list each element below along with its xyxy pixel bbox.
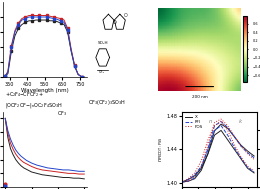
Text: O: O: [124, 13, 128, 18]
Text: $\mathdefault{+C_2F_4\!\!-\!\!CFCF_2+}$: $\mathdefault{+C_2F_4\!\!-\!\!CFCF_2+}$: [5, 90, 44, 99]
Line: X: X: [181, 124, 254, 182]
FOS: [246, 152, 249, 155]
FOS: [206, 144, 210, 146]
X: [193, 178, 196, 180]
X-axis label: Wavelength (nm): Wavelength (nm): [21, 88, 69, 93]
PFI: [226, 126, 229, 129]
Text: SO₃H: SO₃H: [98, 41, 108, 45]
FOS: [200, 165, 203, 167]
FOS: [233, 135, 236, 137]
Line: PFI: PFI: [181, 122, 254, 182]
PFI: [252, 156, 256, 159]
X: [213, 130, 216, 132]
Legend: X, PFI, FOS: X, PFI, FOS: [184, 114, 205, 131]
Text: $\mathdefault{|OCF_2CF\!-\!|_n OC_2F_4SO_3H}$: $\mathdefault{|OCF_2CF\!-\!|_n OC_2F_4SO…: [5, 101, 63, 110]
X: [226, 127, 229, 129]
FOS: [186, 180, 190, 182]
FOS: [180, 181, 183, 183]
X: [246, 150, 249, 152]
PFI: [180, 181, 183, 183]
PFI: [200, 167, 203, 169]
Text: CF₃: CF₃: [99, 70, 105, 74]
PFI: [219, 120, 223, 123]
PFI: [186, 180, 190, 182]
Y-axis label: $n_{\rm PEDOT:PSS}$: $n_{\rm PEDOT:PSS}$: [157, 137, 165, 162]
Text: 200 nm: 200 nm: [192, 95, 208, 99]
X: [233, 136, 236, 138]
Text: $\mathdefault{CF_3}$: $\mathdefault{CF_3}$: [57, 109, 67, 118]
Text: $n$: $n$: [208, 118, 213, 125]
FOS: [252, 158, 256, 160]
Text: O: O: [112, 20, 116, 25]
X: [206, 152, 210, 155]
PFI: [206, 148, 210, 150]
X: [200, 169, 203, 171]
X: [186, 180, 190, 182]
X: [219, 123, 223, 125]
PFI: [193, 177, 196, 179]
FOS: [193, 176, 196, 178]
X: [180, 181, 183, 183]
PFI: [239, 145, 243, 147]
Text: $\mathdefault{CF_3(CF_2)_3SO_3H}$: $\mathdefault{CF_3(CF_2)_3SO_3H}$: [88, 98, 126, 107]
FOS: [219, 118, 223, 120]
X: [252, 155, 256, 157]
FOS: [213, 121, 216, 124]
PFI: [233, 136, 236, 138]
FOS: [239, 145, 243, 147]
Line: FOS: FOS: [181, 119, 254, 182]
PFI: [213, 125, 216, 127]
FOS: [226, 125, 229, 127]
X: [239, 144, 243, 146]
PFI: [246, 152, 249, 154]
Text: $k$: $k$: [238, 117, 244, 125]
